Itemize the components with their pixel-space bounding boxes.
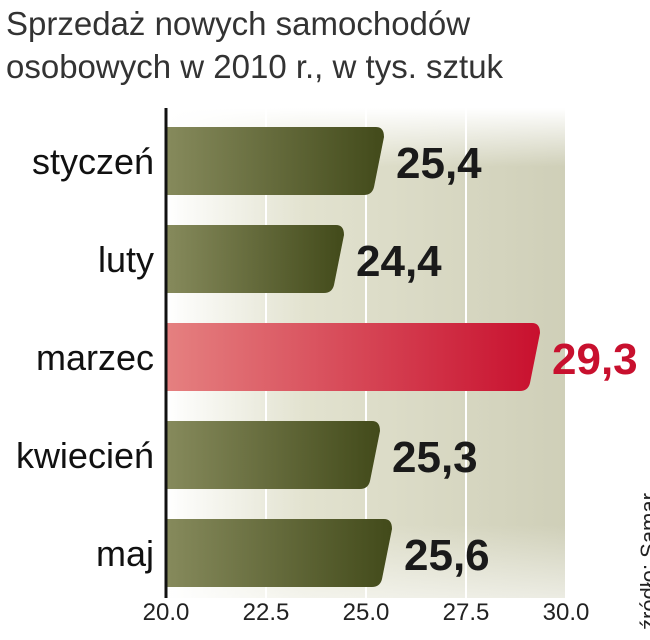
x-tick-label: 30.0 xyxy=(543,599,590,626)
bar-4 xyxy=(167,519,392,587)
category-label: styczeń xyxy=(32,141,154,182)
category-label: maj xyxy=(96,533,154,574)
value-label: 25,6 xyxy=(404,531,490,580)
chart-title-block: Sprzedaż nowych samochodów osobowych w 2… xyxy=(6,2,606,88)
chart-title: Sprzedaż nowych samochodów xyxy=(6,5,471,42)
category-label: kwiecień xyxy=(16,435,154,476)
x-tick-label: 22.5 xyxy=(243,599,290,626)
x-tick-label: 25.0 xyxy=(343,599,390,626)
x-tick-label: 20.0 xyxy=(143,599,190,626)
value-labels: 25,4 24,4 29,3 25,3 25,6 xyxy=(356,139,638,580)
chart-subtitle: osobowych w 2010 r., w tys. sztuk xyxy=(6,48,504,85)
category-label: luty xyxy=(98,239,154,280)
value-label: 25,3 xyxy=(392,433,478,482)
value-label: 24,4 xyxy=(356,237,442,286)
bar-2 xyxy=(167,323,540,391)
source-note: źródło: Samar xyxy=(636,493,650,630)
value-label: 25,4 xyxy=(396,139,482,188)
bar-0 xyxy=(167,127,384,195)
category-labels: styczeń luty marzec kwiecień maj xyxy=(16,141,154,574)
bar-1 xyxy=(167,225,344,293)
value-label: 29,3 xyxy=(552,335,638,384)
x-tick-label: 27.5 xyxy=(443,599,490,626)
category-label: marzec xyxy=(36,337,154,378)
bar-3 xyxy=(167,421,380,489)
x-tick-labels: 20.0 22.5 25.0 27.5 30.0 xyxy=(143,599,590,626)
bars xyxy=(167,127,540,587)
